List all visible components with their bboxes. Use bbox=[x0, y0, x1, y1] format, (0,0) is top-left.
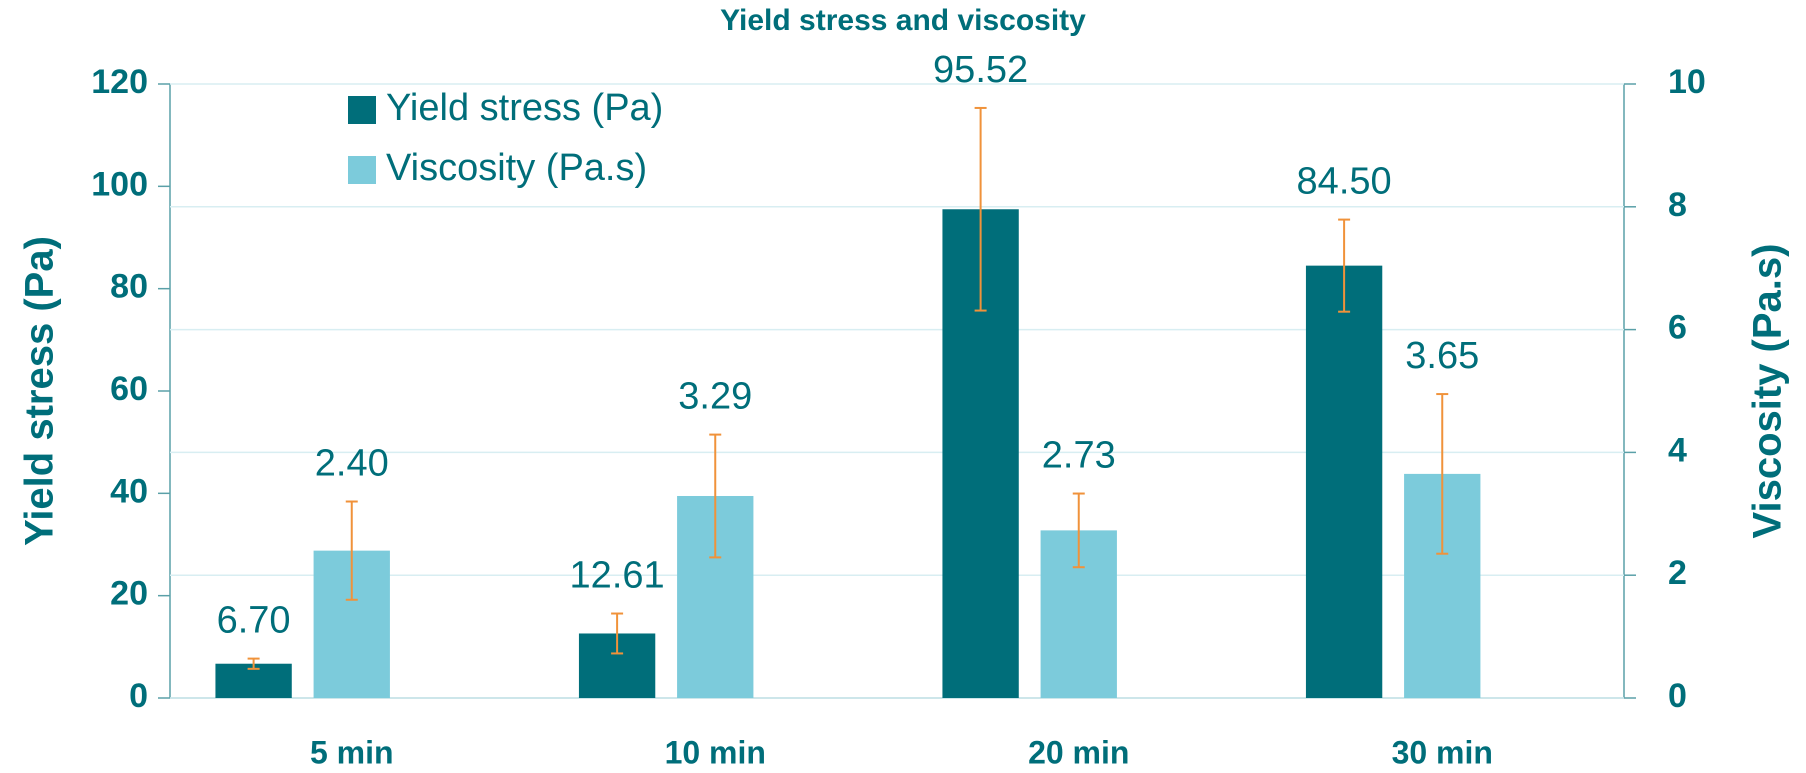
data-label: 12.61 bbox=[570, 555, 665, 597]
data-label: 95.52 bbox=[933, 49, 1028, 91]
x-tick-label: 5 min bbox=[310, 734, 394, 770]
y2-axis-label: Viscosity (Pa.s) bbox=[1746, 244, 1790, 539]
data-label: 2.40 bbox=[315, 443, 389, 485]
data-label: 2.73 bbox=[1042, 435, 1116, 477]
error-bar bbox=[247, 657, 260, 670]
error-bar bbox=[345, 500, 358, 601]
data-label: 3.65 bbox=[1405, 335, 1479, 377]
x-tick-label: 30 min bbox=[1392, 734, 1493, 770]
y-axis-label: Yield stress (Pa) bbox=[18, 236, 62, 546]
y-tick-label: 80 bbox=[110, 268, 148, 306]
y2-tick-label: 10 bbox=[1668, 63, 1706, 101]
bar bbox=[1305, 265, 1383, 698]
y-tick-label: 20 bbox=[110, 575, 148, 613]
error-bar bbox=[1338, 218, 1351, 313]
y2-tick-label: 6 bbox=[1668, 309, 1687, 347]
error-bar bbox=[1436, 393, 1449, 555]
chart-title: Yield stress and viscosity bbox=[720, 4, 1086, 37]
x-tick-label: 10 min bbox=[665, 734, 766, 770]
y-tick-label: 60 bbox=[110, 370, 148, 408]
y2-tick-label: 0 bbox=[1668, 677, 1687, 715]
y2-tick-label: 8 bbox=[1668, 186, 1687, 224]
y2-tick-label: 2 bbox=[1668, 554, 1687, 592]
y-tick-label: 0 bbox=[129, 677, 148, 715]
data-label: 84.50 bbox=[1297, 161, 1392, 203]
data-label: 3.29 bbox=[678, 376, 752, 418]
error-bar bbox=[611, 612, 624, 655]
y2-tick-label: 4 bbox=[1668, 431, 1687, 469]
error-bar bbox=[709, 433, 722, 559]
y-tick-label: 40 bbox=[110, 472, 148, 510]
legend-swatch bbox=[348, 156, 376, 184]
y-tick-label: 100 bbox=[91, 165, 148, 203]
y-tick-label: 120 bbox=[91, 63, 148, 101]
x-tick-label: 20 min bbox=[1028, 734, 1129, 770]
data-label: 6.70 bbox=[217, 600, 291, 642]
legend-label: Viscosity (Pa.s) bbox=[386, 147, 647, 189]
error-bar bbox=[974, 106, 987, 312]
legend-label: Yield stress (Pa) bbox=[386, 87, 663, 129]
error-bar bbox=[1072, 492, 1085, 569]
legend-swatch bbox=[348, 96, 376, 124]
